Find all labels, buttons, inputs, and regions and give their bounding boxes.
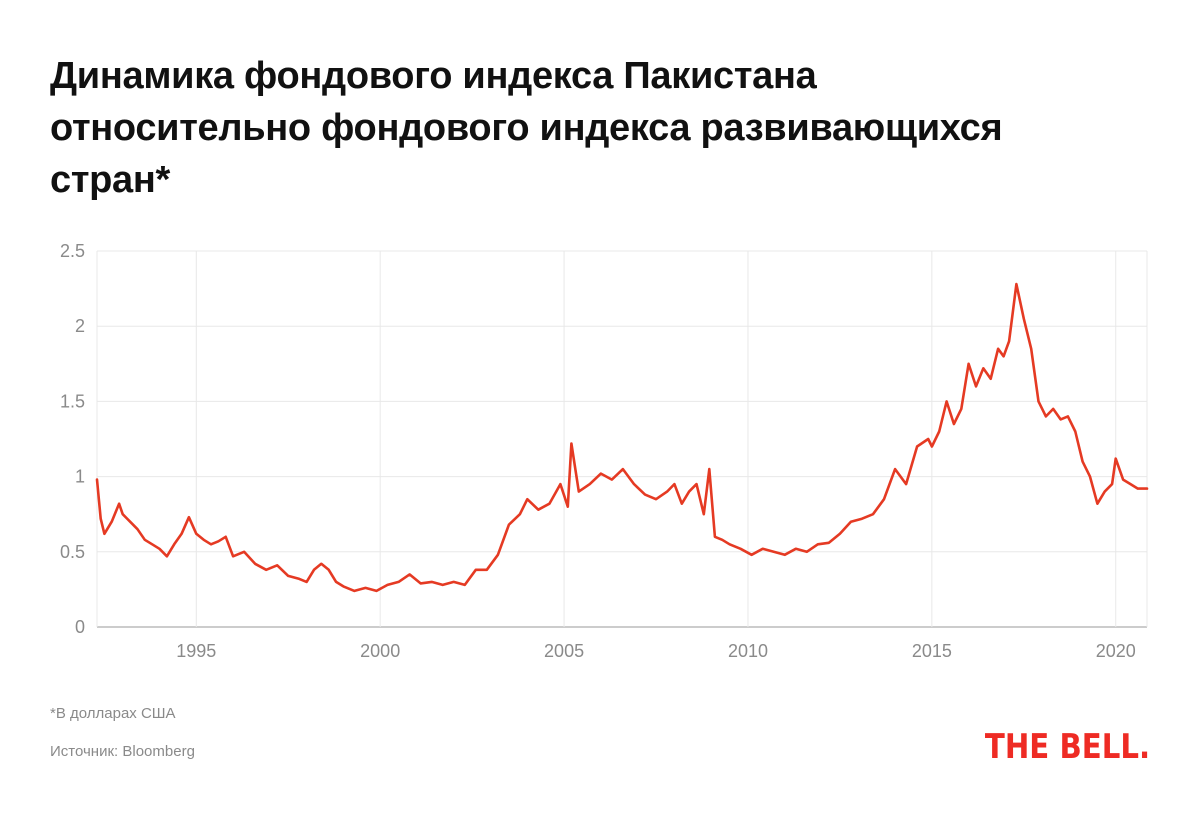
series-line xyxy=(95,282,1149,593)
chart-title: Динамика фондового индекса Пакистана отн… xyxy=(50,55,1003,201)
x-tick-label: 2005 xyxy=(544,641,584,661)
y-tick-label: 1 xyxy=(75,467,85,487)
footnote: *В долларах США xyxy=(50,705,176,722)
y-tick-label: 0 xyxy=(75,617,85,637)
chart: 0 0.5 1 1.5 2 2.5 1995 2000 2005 2010 2015 2020 xyxy=(60,241,1149,661)
x-tick-label: 2010 xyxy=(728,641,768,661)
source-note: Источник: Bloomberg xyxy=(50,743,195,760)
x-tick-label: 2000 xyxy=(360,641,400,661)
y-axis: 0 0.5 1 1.5 2 2.5 xyxy=(60,241,85,637)
the-bell-logo: THE BELL. xyxy=(984,727,1150,767)
x-tick-label: 1995 xyxy=(176,641,216,661)
y-tick-label: 1.5 xyxy=(60,391,85,411)
y-tick-label: 2 xyxy=(75,316,85,336)
y-tick-label: 2.5 xyxy=(60,241,85,261)
x-axis: 1995 2000 2005 2010 2015 2020 xyxy=(176,641,1135,661)
y-tick-label: 0.5 xyxy=(60,542,85,562)
x-tick-label: 2015 xyxy=(912,641,952,661)
gridlines xyxy=(96,250,1148,628)
x-tick-label: 2020 xyxy=(1096,641,1136,661)
